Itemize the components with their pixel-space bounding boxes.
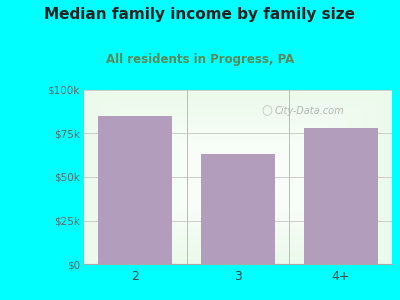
Text: ○: ○: [261, 104, 272, 117]
Bar: [98, 116, 172, 264]
Text: City-Data.com: City-Data.com: [275, 106, 344, 116]
Text: Median family income by family size: Median family income by family size: [44, 8, 356, 22]
Bar: [201, 154, 275, 264]
Text: All residents in Progress, PA: All residents in Progress, PA: [106, 52, 294, 65]
Bar: [304, 128, 378, 264]
